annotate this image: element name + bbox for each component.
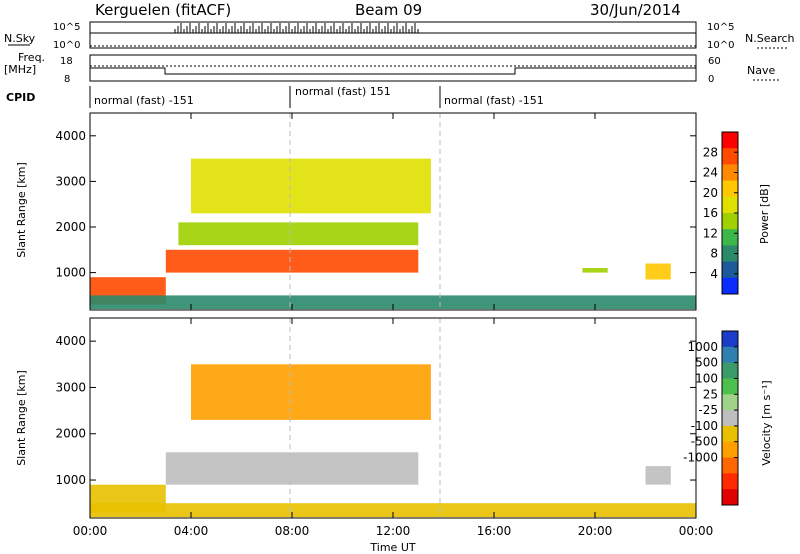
power-y-label: Slant Range [km] <box>15 162 28 258</box>
freq-left-label-1: Freq. <box>18 51 45 64</box>
velocity-echo-region <box>645 466 671 485</box>
nave-label: Nave <box>747 64 775 77</box>
velocity-y-tick-label: 3000 <box>55 380 86 394</box>
date-title: 30/Jun/2014 <box>590 1 681 19</box>
power-colorbar-tick-label: 8 <box>710 247 718 261</box>
velocity-echo-region <box>191 364 431 420</box>
power-colorbar-tick-label: 28 <box>703 145 718 159</box>
power-y-tick-label: 4000 <box>55 129 86 143</box>
x-tick-label: 12:00 <box>376 524 411 538</box>
x-tick-label: 16:00 <box>477 524 512 538</box>
x-axis-label: Time UT <box>369 541 415 554</box>
power-heatmap <box>90 158 696 310</box>
power-colorbar: 28 24 20 16 12 8 4 <box>703 131 739 295</box>
velocity-colorbar-swatch <box>722 473 738 490</box>
cpid-segment-2: normal (fast) 151 <box>295 85 391 98</box>
noise-right-tick-high: 10^5 <box>707 22 734 33</box>
cpid-label: CPID <box>6 91 35 104</box>
power-colorbar-swatch <box>722 245 738 263</box>
x-tick-label: 20:00 <box>578 524 613 538</box>
power-echo-region <box>165 249 419 273</box>
velocity-y-tick-label: 1000 <box>55 473 86 487</box>
freq-right-tick-low: 0 <box>708 74 714 85</box>
x-tick-label: 00:00 <box>679 524 714 538</box>
noise-right-label: N.Search <box>745 32 795 45</box>
power-y-tick-label: 3000 <box>55 174 86 188</box>
velocity-colorbar-swatch <box>722 441 738 458</box>
noise-left-label: N.Sky <box>4 32 36 45</box>
velocity-colorbar-swatch <box>722 425 738 443</box>
freq-right-tick-high: 60 <box>708 56 721 67</box>
beam-title: Beam 09 <box>355 1 422 19</box>
power-echo-region <box>191 158 431 214</box>
velocity-colorbar-tick-label: -500 <box>691 435 718 449</box>
power-echo-region <box>645 263 671 280</box>
noise-left-tick-low: 10^0 <box>53 40 80 51</box>
power-echo-region <box>90 295 696 310</box>
velocity-y-axis: 1000 2000 3000 4000 <box>55 334 696 487</box>
power-colorbar-swatch <box>722 196 738 214</box>
power-colorbar-tick-label: 12 <box>703 226 718 240</box>
velocity-y-label: Slant Range [km] <box>15 370 28 466</box>
power-colorbar-tick-label: 4 <box>710 267 718 281</box>
velocity-colorbar-swatch <box>722 489 738 506</box>
velocity-echo-region <box>165 452 419 485</box>
power-colorbar-tick-label: 24 <box>703 166 718 180</box>
station-title: Kerguelen (fitACF) <box>95 1 231 19</box>
velocity-heatmap <box>90 364 696 518</box>
power-colorbar-label: Power [dB] <box>758 184 771 244</box>
noise-left-tick-high: 10^5 <box>53 22 80 33</box>
power-y-axis: 1000 2000 3000 4000 <box>55 129 696 280</box>
velocity-colorbar-tick-label: -25 <box>698 403 718 417</box>
velocity-colorbar-label: Velocity [m s⁻¹] <box>760 380 773 465</box>
velocity-colorbar-tick-label: -1000 <box>683 451 718 465</box>
x-tick-label: 08:00 <box>275 524 310 538</box>
velocity-colorbar-frame <box>721 330 739 506</box>
cpid-segment-3: normal (fast) -151 <box>444 94 544 107</box>
freq-trace <box>90 67 696 75</box>
velocity-colorbar-tick-label: -100 <box>691 419 718 433</box>
power-colorbar-swatch <box>722 180 738 198</box>
power-y-tick-label: 2000 <box>55 220 86 234</box>
power-echo-region <box>582 268 608 273</box>
freq-left-tick-low: 8 <box>64 74 70 85</box>
velocity-colorbar-swatch <box>722 394 738 411</box>
power-colorbar-tick-label: 16 <box>703 206 718 220</box>
velocity-colorbar-swatch <box>722 457 738 474</box>
noise-sky-trace <box>89 23 697 47</box>
noise-right-tick-low: 10^0 <box>707 40 734 51</box>
freq-left-label-2: [MHz] <box>4 63 36 76</box>
power-colorbar-swatch <box>722 164 738 182</box>
time-x-axis: 00:00 04:00 08:00 12:00 16:00 20:00 00:00 <box>73 113 714 538</box>
velocity-y-tick-label: 4000 <box>55 334 86 348</box>
velocity-colorbar-tick-label: 100 <box>695 371 718 385</box>
power-colorbar-swatch <box>722 229 738 246</box>
power-colorbar-swatch <box>722 277 738 295</box>
cpid-segment-1: normal (fast) -151 <box>94 94 194 107</box>
velocity-colorbar-swatch <box>722 346 738 364</box>
power-colorbar-swatch <box>722 148 738 165</box>
velocity-y-tick-label: 2000 <box>55 427 86 441</box>
velocity-echo-region <box>90 503 696 518</box>
power-colorbar-tick-label: 20 <box>703 186 718 200</box>
velocity-colorbar-swatch <box>722 362 738 379</box>
power-y-tick-label: 1000 <box>55 266 86 280</box>
power-colorbar-swatch <box>722 261 738 279</box>
velocity-colorbar-swatch <box>722 378 738 395</box>
power-colorbar-swatch <box>722 132 738 149</box>
power-colorbar-swatch <box>722 213 738 230</box>
velocity-colorbar-tick-label: 1000 <box>687 340 718 354</box>
freq-left-tick-high: 18 <box>60 56 73 67</box>
x-tick-label: 04:00 <box>174 524 209 538</box>
velocity-colorbar-tick-label: 25 <box>703 387 718 401</box>
x-tick-label: 00:00 <box>73 524 108 538</box>
velocity-colorbar-tick-label: 500 <box>695 356 718 370</box>
power-echo-region <box>178 222 419 246</box>
velocity-colorbar-swatch <box>722 410 738 427</box>
velocity-colorbar-swatch <box>722 331 738 348</box>
